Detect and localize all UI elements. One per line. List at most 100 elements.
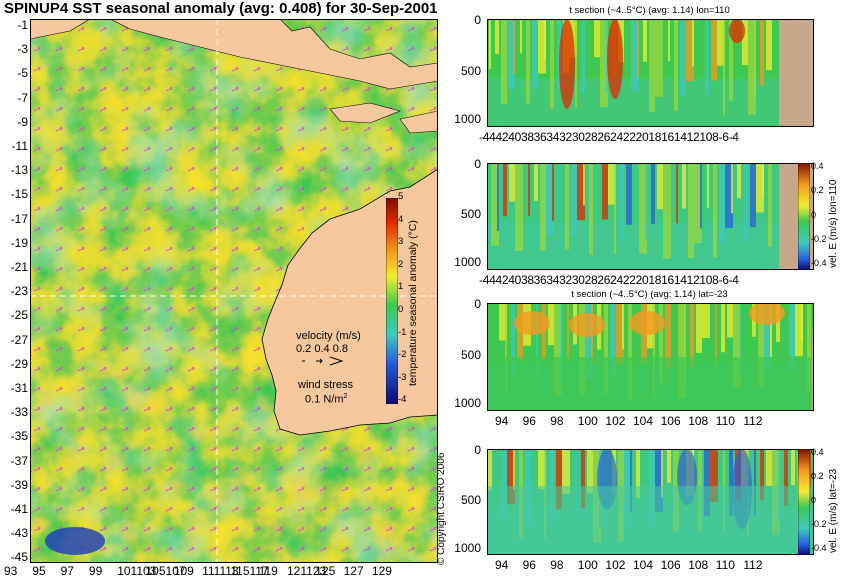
lon-label: 105107 xyxy=(145,564,186,578)
velocity-colorbar-tick: 0 xyxy=(811,495,817,505)
section-x-tick: 106 xyxy=(660,558,681,572)
lat-label: -11 xyxy=(11,139,28,153)
velocity-colorbar-tick: -0.2 xyxy=(811,519,827,529)
section-y-tick: 1000 xyxy=(454,255,481,270)
section-x-ticks: -4442403836343230282624222018161412108-6… xyxy=(479,273,739,287)
colorbar-tick: 1 xyxy=(398,281,404,293)
section-y-tick: 0 xyxy=(474,157,481,171)
lat-label: -39 xyxy=(10,477,28,492)
lat-label: -15 xyxy=(10,187,28,202)
velocity-colorbar-tick: 0.2 xyxy=(811,471,824,481)
velocity-colorbar xyxy=(798,163,810,270)
section-plot xyxy=(487,163,814,270)
section-x-tick: 102 xyxy=(605,414,626,428)
lon-label: 101103 xyxy=(117,564,157,578)
velocity-colorbar-tick: 0.2 xyxy=(811,185,824,196)
lon-label: 111113 xyxy=(202,564,239,578)
section-x-tick: 108 xyxy=(688,558,709,572)
colorbar-tick: -2 xyxy=(398,349,407,361)
lat-label: -27 xyxy=(10,332,28,347)
velocity-colorbar-tick: 0.4 xyxy=(811,447,824,457)
velocity-colorbar-tick: -0.2 xyxy=(811,233,827,244)
wind-legend-title: wind stress xyxy=(298,379,354,391)
lat-label: -35 xyxy=(10,429,28,444)
lat-label: -13 xyxy=(10,163,28,178)
lon-label: 129 xyxy=(371,564,392,578)
section-x-tick: 102 xyxy=(605,558,626,572)
section-x-tick: 98 xyxy=(550,558,564,572)
section-x-tick: 110 xyxy=(715,414,735,428)
section-x-tick: 94 xyxy=(495,558,509,572)
lat-label: -29 xyxy=(10,356,28,371)
lat-label: -17 xyxy=(10,211,28,226)
lon-label: 125 xyxy=(315,564,336,578)
lat-label: -21 xyxy=(10,260,28,274)
section-y-tick: 1000 xyxy=(454,540,481,555)
section-x-tick: 100 xyxy=(577,414,598,428)
colorbar-label: temperature seasonal anomaly (°C) xyxy=(407,220,419,386)
lat-label: -25 xyxy=(10,308,28,323)
section-y-tick: 0 xyxy=(474,443,481,457)
lon-label: 127 xyxy=(343,564,364,578)
lat-label: -23 xyxy=(10,284,28,299)
section-y-tick: 1000 xyxy=(454,112,481,127)
section-y-tick: 500 xyxy=(460,492,481,507)
velocity-legend-title: velocity (m/s) xyxy=(296,330,361,342)
colorbar-tick: -4 xyxy=(398,394,407,406)
lon-label: 115117 xyxy=(230,564,269,578)
velocity-colorbar-tick: 0.4 xyxy=(811,161,824,171)
section-title: t section (~4..5°C) (avg: 1.14) lon=110 xyxy=(569,5,730,16)
sst-anomaly-map xyxy=(30,19,438,563)
velocity-colorbar-label: vel. E (m/s) lon=110 xyxy=(828,179,839,268)
section-y-tick: 0 xyxy=(474,297,481,311)
velocity-colorbar-label: vel. E (m/s) lat=-23 xyxy=(828,468,839,553)
section-plot xyxy=(487,19,814,127)
section-x-tick: 108 xyxy=(688,414,709,428)
lon-label: 109 xyxy=(173,564,194,578)
section-x-tick: 98 xyxy=(550,414,564,428)
colorbar-tick: -1 xyxy=(398,326,407,338)
velocity-colorbar xyxy=(798,449,810,555)
lon-label: 121123 xyxy=(287,564,327,578)
lat-label: -33 xyxy=(10,405,28,420)
lat-label: -1 xyxy=(17,18,28,32)
lon-label: 93 xyxy=(4,564,18,578)
lat-label: -9 xyxy=(17,114,28,129)
map-title: SPINUP4 SST seasonal anomaly (avg: 0.408… xyxy=(4,0,438,17)
section-x-tick: 112 xyxy=(743,558,763,572)
temperature-colorbar xyxy=(386,198,398,404)
lat-label: -41 xyxy=(10,502,28,516)
java-land xyxy=(109,19,438,90)
colorbar-tick: -3 xyxy=(398,371,407,383)
colorbar-tick: 0 xyxy=(398,304,404,315)
copyright-text: © Copyright CSIRO 2006 xyxy=(436,452,447,565)
section-x-tick: 106 xyxy=(660,414,681,428)
lon-label: 99 xyxy=(88,564,103,578)
colorbar-tick: 3 xyxy=(398,236,404,248)
lon-label: 95 xyxy=(32,564,46,578)
lat-label: -37 xyxy=(10,453,28,468)
lat-label: -3 xyxy=(17,42,28,57)
section-plot xyxy=(487,303,814,411)
section-y-tick: 500 xyxy=(460,207,481,222)
velocity-legend-arrows xyxy=(302,356,344,366)
section-y-tick: 500 xyxy=(460,63,481,78)
lat-label: -45 xyxy=(10,550,28,565)
velocity-colorbar-tick: 0 xyxy=(811,209,817,220)
lat-label: -7 xyxy=(17,90,28,105)
section-x-tick: 104 xyxy=(633,558,654,572)
section-x-tick: 104 xyxy=(633,414,654,428)
section-x-tick: 110 xyxy=(715,558,735,572)
section-y-tick: 1000 xyxy=(454,396,481,411)
velocity-colorbar-tick: -0.4 xyxy=(811,258,827,268)
colorbar-tick: 5 xyxy=(398,191,404,202)
lon-label: 119 xyxy=(258,564,278,578)
section-title: t section (~4..5°C) (avg: 1.14) lat=-23 xyxy=(571,289,728,300)
section-y-tick: 0 xyxy=(474,13,481,27)
lat-label: -5 xyxy=(17,66,28,81)
section-y-tick: 500 xyxy=(460,347,481,362)
lat-label: -19 xyxy=(10,235,28,250)
colorbar-tick: 4 xyxy=(398,213,404,225)
section-plot xyxy=(487,449,814,555)
velocity-colorbar-tick: -0.4 xyxy=(811,543,827,553)
